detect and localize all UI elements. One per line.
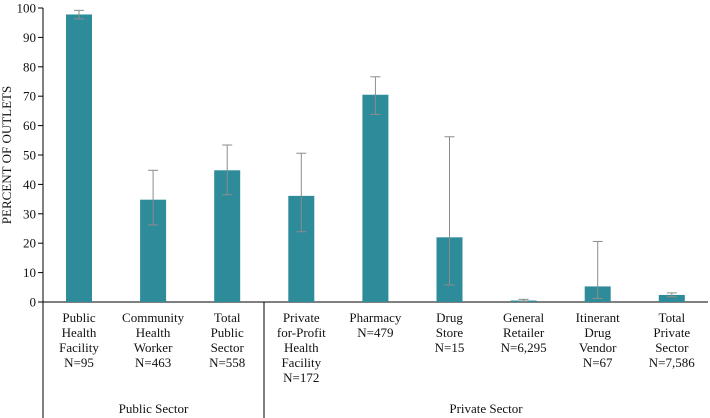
x-tick-label-line: Health [136, 325, 171, 340]
x-tick-label-line: General [503, 310, 545, 325]
x-tick-label-line: Health [284, 340, 319, 355]
x-tick-label-line: N=15 [435, 340, 465, 355]
x-tick-label: General Retailer N=6,295 [501, 310, 547, 355]
x-tick-label-line: Vendor [579, 340, 617, 355]
x-tick-label-line: Itinerant [576, 310, 620, 325]
x-tick-label: Itinerant Drug Vendor N=67 [576, 310, 620, 370]
x-tick-label: Drug Store N=15 [435, 310, 465, 355]
x-tick-label-line: N=7,586 [649, 355, 695, 370]
y-tick-label: 40 [23, 177, 36, 192]
x-tick-label: Total Public Sector N=558 [209, 310, 245, 370]
x-tick-label-line: Worker [134, 340, 173, 355]
x-tick-label-line: N=6,295 [501, 340, 547, 355]
x-tick-label-line: Health [62, 325, 97, 340]
x-tick-label: Community Health Worker N=463 [122, 310, 185, 370]
y-tick-label: 0 [30, 295, 37, 310]
y-tick-label: 10 [23, 265, 36, 280]
bar [66, 14, 92, 303]
x-tick-label-line: Private [653, 325, 690, 340]
x-tick-label: Public Health Facility N=95 [59, 310, 99, 370]
y-tick-label: 50 [23, 148, 36, 163]
x-tick-label-line: Public [62, 310, 95, 325]
x-tick-label-line: N=558 [209, 355, 245, 370]
x-tick-label-line: N=463 [135, 355, 171, 370]
x-tick-label-line: for-Profit [277, 325, 326, 340]
x-tick-label-line: Facility [281, 355, 321, 370]
y-tick-label: 20 [23, 236, 36, 251]
y-tick-label: 60 [23, 118, 36, 133]
group-label-private-sector: Private Sector [449, 401, 523, 416]
x-tick-label-line: N=479 [357, 325, 393, 340]
x-tick-label-line: Drug [584, 325, 611, 340]
x-tick-label-line: N=95 [64, 355, 94, 370]
x-tick-label-line: Total [214, 310, 241, 325]
group-label-public-sector: Public Sector [119, 401, 189, 416]
x-tick-label-line: Facility [59, 340, 99, 355]
y-tick-label: 80 [23, 59, 36, 74]
x-tick-label-line: Pharmacy [349, 310, 401, 325]
chart-error-bars [74, 9, 677, 302]
x-tick-label: Pharmacy N=479 [349, 310, 401, 340]
x-tick-label-line: Sector [655, 340, 689, 355]
x-tick-label-line: Private [283, 310, 320, 325]
y-tick-label: 70 [23, 89, 36, 104]
bar [362, 94, 389, 302]
x-tick-label-line: Total [659, 310, 686, 325]
x-tick-label-line: Retailer [503, 325, 545, 340]
x-tick-label-line: N=67 [583, 355, 613, 370]
x-tick-label: Private for-Profit Health Facility N=172 [277, 310, 326, 385]
y-tick-label: 100 [17, 1, 37, 16]
bar [658, 294, 685, 302]
y-tick-label: 30 [23, 206, 36, 221]
x-tick-label-line: Sector [211, 340, 245, 355]
x-tick-label-line: Store [436, 325, 464, 340]
x-tick-label-line: Drug [436, 310, 463, 325]
x-tick-label-line: Public [211, 325, 244, 340]
y-axis-label: PERCENT OF OUTLETS [0, 86, 14, 224]
chart-bars [66, 14, 685, 303]
y-tick-label: 90 [23, 30, 36, 45]
x-tick-label-line: N=172 [283, 370, 319, 385]
x-tick-label-line: Community [122, 310, 185, 325]
x-tick-label: Total Private Sector N=7,586 [649, 310, 695, 370]
